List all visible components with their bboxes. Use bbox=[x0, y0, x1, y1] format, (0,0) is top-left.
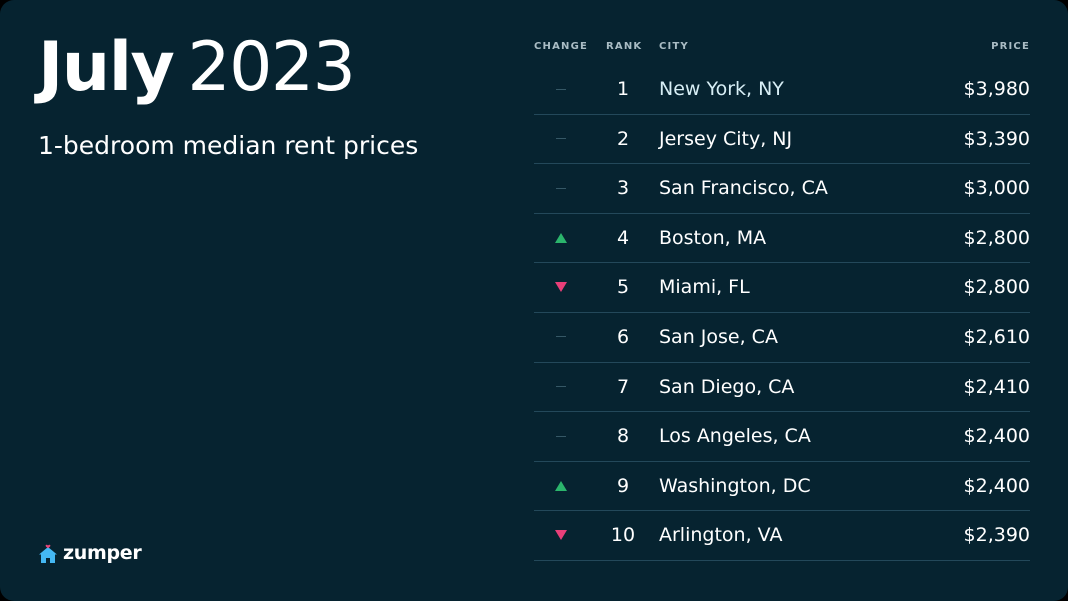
table-row: 7 San Diego, CA $2,410 bbox=[534, 363, 1030, 413]
change-cell bbox=[534, 115, 588, 163]
city-cell: New York, NY bbox=[659, 78, 784, 100]
change-cell bbox=[534, 65, 588, 113]
zumper-logo: zumper bbox=[38, 540, 142, 566]
change-cell bbox=[534, 363, 588, 411]
price-cell: $3,980 bbox=[963, 78, 1030, 100]
page-title: July 2023 bbox=[38, 28, 356, 108]
house-heart-icon bbox=[39, 544, 57, 563]
title-year: 2023 bbox=[187, 28, 356, 107]
table-row: 8 Los Angeles, CA $2,400 bbox=[534, 412, 1030, 462]
arrow-up-icon bbox=[555, 480, 567, 491]
rank-cell: 8 bbox=[616, 425, 630, 448]
table-row: 2 Jersey City, NJ $3,390 bbox=[534, 115, 1030, 165]
city-cell: San Jose, CA bbox=[659, 325, 778, 348]
title-month: July bbox=[38, 28, 175, 107]
price-cell: $2,800 bbox=[963, 276, 1030, 299]
rank-cell: 4 bbox=[616, 226, 630, 249]
change-cell bbox=[534, 511, 588, 559]
column-header-price: PRICE bbox=[991, 41, 1030, 52]
column-header-rank: RANK bbox=[606, 41, 643, 52]
price-cell: $3,000 bbox=[963, 177, 1030, 200]
price-cell: $2,610 bbox=[963, 325, 1030, 348]
city-cell: Boston, MA bbox=[659, 226, 767, 249]
rank-cell: 10 bbox=[610, 524, 636, 547]
table-row: 9 Washington, DC $2,400 bbox=[534, 462, 1030, 512]
table-row: 6 San Jose, CA $2,610 bbox=[534, 313, 1030, 363]
rank-cell: 2 bbox=[616, 127, 630, 150]
column-header-city: CITY bbox=[659, 41, 689, 52]
city-cell: Los Angeles, CA bbox=[659, 425, 811, 448]
change-cell bbox=[534, 214, 588, 262]
table-row: 4 Boston, MA $2,800 bbox=[534, 214, 1030, 264]
rank-cell: 7 bbox=[616, 375, 630, 398]
page-subtitle: 1-bedroom median rent prices bbox=[38, 131, 419, 160]
price-cell: $2,400 bbox=[963, 425, 1030, 448]
table-row: 1 New York, NY $3,980 bbox=[534, 65, 1030, 115]
price-cell: $2,800 bbox=[963, 226, 1030, 249]
change-cell bbox=[534, 313, 588, 361]
price-cell: $2,400 bbox=[963, 474, 1030, 497]
city-cell: San Francisco, CA bbox=[659, 177, 828, 200]
rank-cell: 5 bbox=[616, 276, 630, 299]
no-change-dash-icon bbox=[556, 336, 566, 338]
table-body: 1 New York, NY $3,980 2 Jersey City, NJ $3,39… bbox=[534, 65, 1030, 561]
change-cell bbox=[534, 462, 588, 510]
rank-cell: 1 bbox=[616, 78, 630, 100]
arrow-down-icon bbox=[555, 530, 567, 541]
column-header-change: CHANGE bbox=[534, 41, 589, 52]
city-cell: Arlington, VA bbox=[659, 524, 783, 547]
no-change-dash-icon bbox=[556, 88, 566, 90]
table-row: 3 San Francisco, CA $3,000 bbox=[534, 164, 1030, 214]
change-cell bbox=[534, 412, 588, 460]
brand-name: zumper bbox=[63, 542, 142, 564]
no-change-dash-icon bbox=[556, 386, 566, 388]
rank-cell: 3 bbox=[616, 177, 630, 200]
price-cell: $3,390 bbox=[963, 127, 1030, 150]
arrow-down-icon bbox=[555, 282, 567, 293]
city-cell: Miami, FL bbox=[659, 276, 750, 299]
table-header: CHANGE RANK CITY PRICE bbox=[534, 30, 1030, 65]
city-cell: Jersey City, NJ bbox=[659, 127, 793, 150]
arrow-up-icon bbox=[555, 232, 567, 243]
city-cell: San Diego, CA bbox=[659, 375, 795, 398]
rank-cell: 9 bbox=[616, 474, 630, 497]
table-row: 10 Arlington, VA $2,390 bbox=[534, 511, 1030, 561]
no-change-dash-icon bbox=[556, 435, 566, 437]
price-cell: $2,410 bbox=[963, 375, 1030, 398]
rent-ranking-table: CHANGE RANK CITY PRICE 1 New York, NY $3,9… bbox=[534, 30, 1030, 561]
city-cell: Washington, DC bbox=[659, 474, 811, 497]
no-change-dash-icon bbox=[556, 187, 566, 189]
rank-cell: 6 bbox=[616, 325, 630, 348]
table-row: 5 Miami, FL $2,800 bbox=[534, 263, 1030, 313]
change-cell bbox=[534, 263, 588, 311]
price-cell: $2,390 bbox=[963, 524, 1030, 547]
no-change-dash-icon bbox=[556, 138, 566, 140]
change-cell bbox=[534, 164, 588, 212]
